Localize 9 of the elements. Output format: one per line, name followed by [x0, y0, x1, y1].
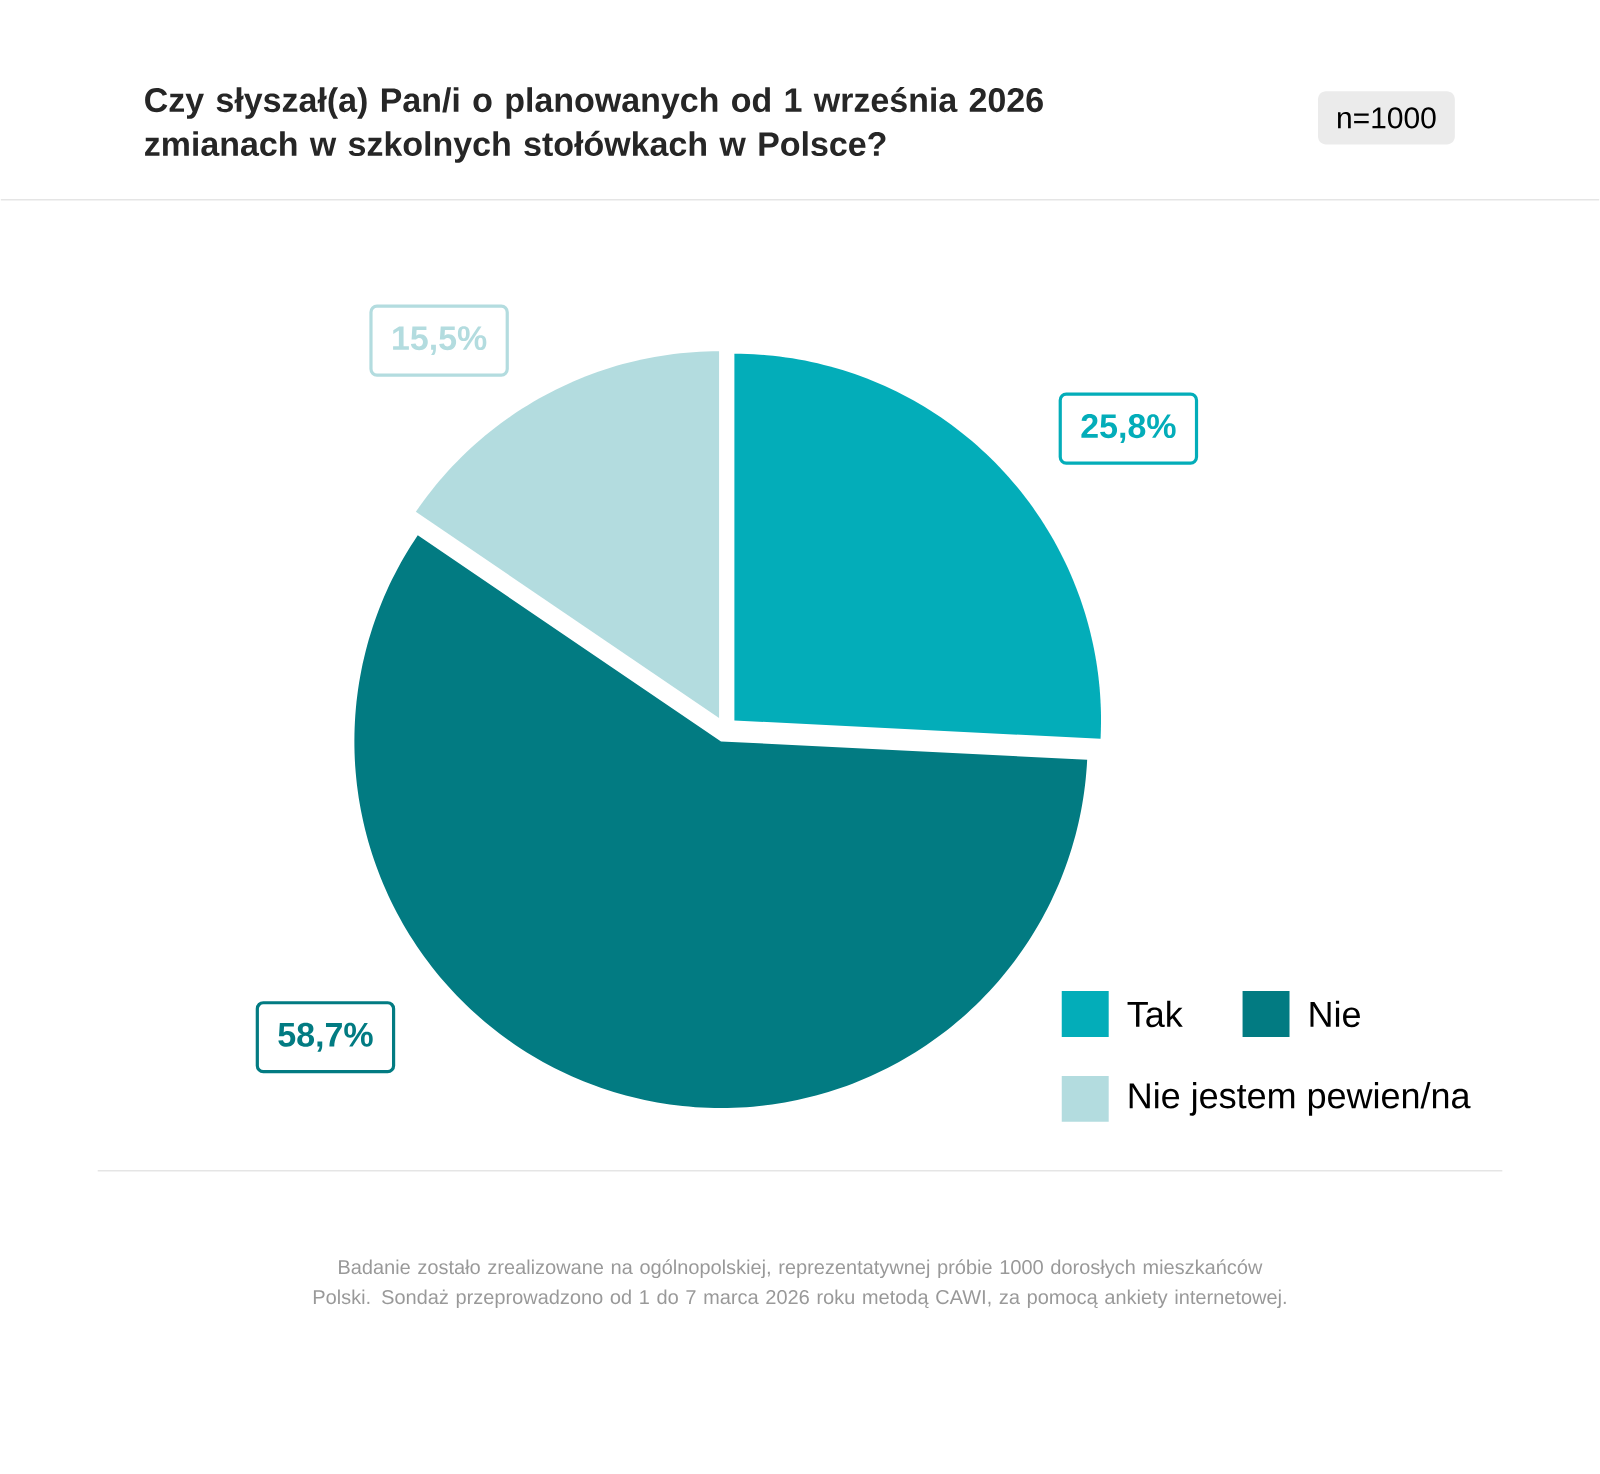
data-label: 25,8%: [1081, 414, 1176, 444]
legend-label: Nie: [1310, 1000, 1360, 1028]
data-label: 58,7%: [278, 1022, 373, 1052]
legend-label: Nie jestem pewien/na: [1129, 1082, 1471, 1116]
text: Badanie zostało zrealizowane na ogólnopolskiej, reprezentatywnej próbie 1000 dorosłych mieszkańców Polski. Sondaż przeprowadzono od 1 do 7 marca 2026 roku metodą CAWI, za pomocą ankiety internetowej.: [313, 1259, 1286, 1309]
data-label: 15,5%: [393, 326, 487, 356]
legend-label: Tak: [1127, 1000, 1183, 1028]
text: n=1000: [1337, 107, 1436, 129]
chart-title: Czy słyszał(a) Pan/i o planowanych od 1 września 2026 zmianach w szkolnych stołówkach w Polsce?: [145, 87, 1043, 164]
